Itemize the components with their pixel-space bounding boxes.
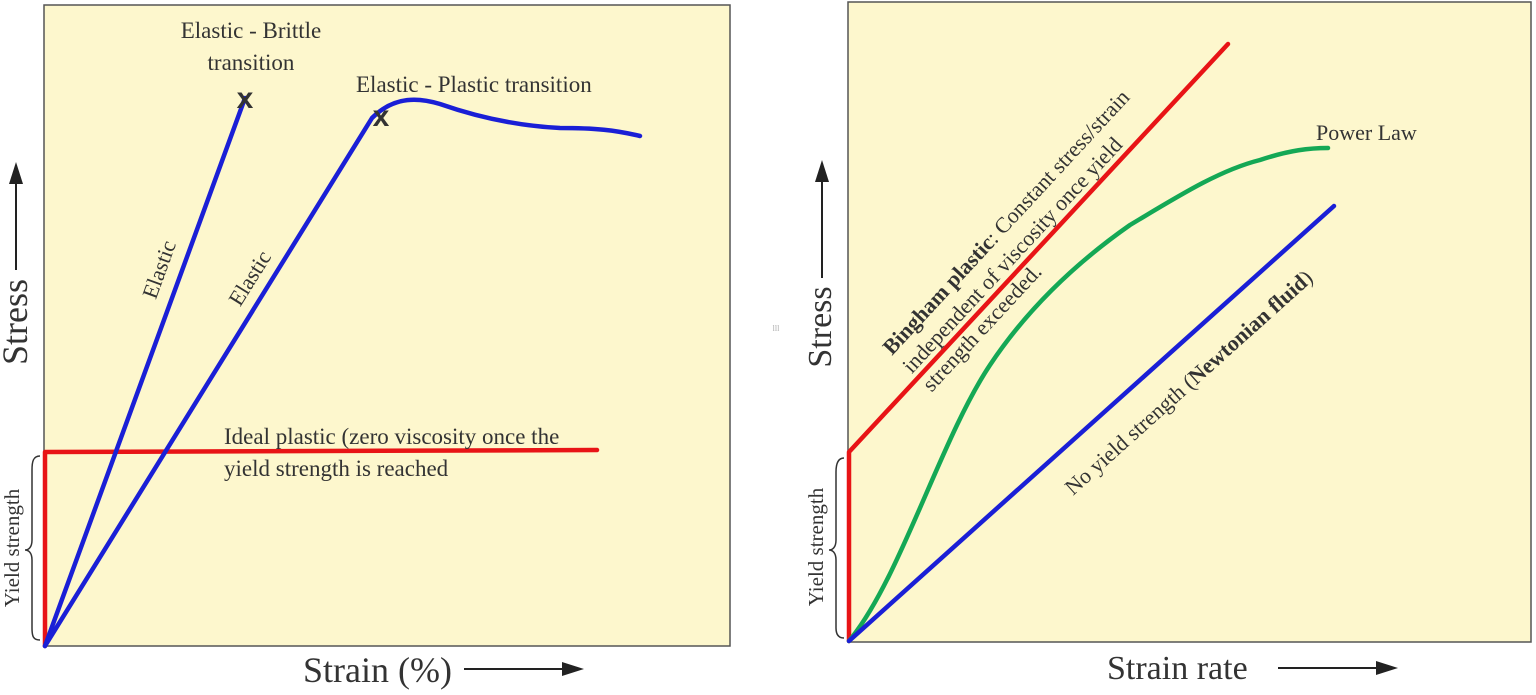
ideal-plastic-curve bbox=[42, 447, 600, 649]
bingham-plastic-curve bbox=[846, 41, 1231, 644]
brittle-transition-label-line1: Elastic - Brittle bbox=[181, 18, 322, 43]
left-y-axis-label: Stress bbox=[0, 279, 35, 365]
brittle-elastic-curve bbox=[42, 95, 248, 649]
separator-mark: lll bbox=[773, 324, 780, 333]
right-yield-brace bbox=[828, 457, 845, 639]
brittle-transition-label-line2: transition bbox=[208, 50, 295, 75]
power-law-label: Power Law bbox=[1316, 120, 1417, 145]
left-yield-brace bbox=[24, 455, 41, 641]
right-plot-area bbox=[847, 1, 1532, 643]
right-x-axis-label: Strain rate bbox=[1107, 650, 1248, 687]
left-x-axis-arrowhead bbox=[562, 662, 584, 676]
ideal-plastic-label-line1: Ideal plastic (zero viscosity once the bbox=[224, 424, 559, 449]
power-law-curve bbox=[846, 145, 1331, 644]
left-plot-area bbox=[43, 4, 731, 647]
plastic-transition-marker: x bbox=[373, 100, 390, 133]
plastic-transition-label: Elastic - Plastic transition bbox=[356, 72, 592, 97]
right-y-axis-arrowhead bbox=[815, 160, 829, 182]
right-panel: Power Law Bingham plastic: Constant stre… bbox=[802, 1, 1532, 687]
elastic-plastic-curve bbox=[42, 97, 643, 649]
right-x-axis-arrowhead bbox=[1376, 661, 1398, 675]
newtonian-fluid-curve bbox=[846, 203, 1337, 644]
brittle-transition-marker: x bbox=[237, 82, 254, 115]
left-yield-label: Yield strength bbox=[0, 488, 24, 607]
left-y-axis-arrowhead bbox=[9, 162, 23, 184]
ideal-plastic-label-line2: yield strength is reached bbox=[224, 456, 449, 481]
left-panel: x x Elastic - Brittle transition Elastic… bbox=[0, 4, 731, 690]
right-yield-label: Yield strength bbox=[804, 487, 828, 606]
right-y-axis-label: Stress bbox=[802, 286, 839, 367]
left-x-axis-label: Strain (%) bbox=[303, 650, 452, 690]
